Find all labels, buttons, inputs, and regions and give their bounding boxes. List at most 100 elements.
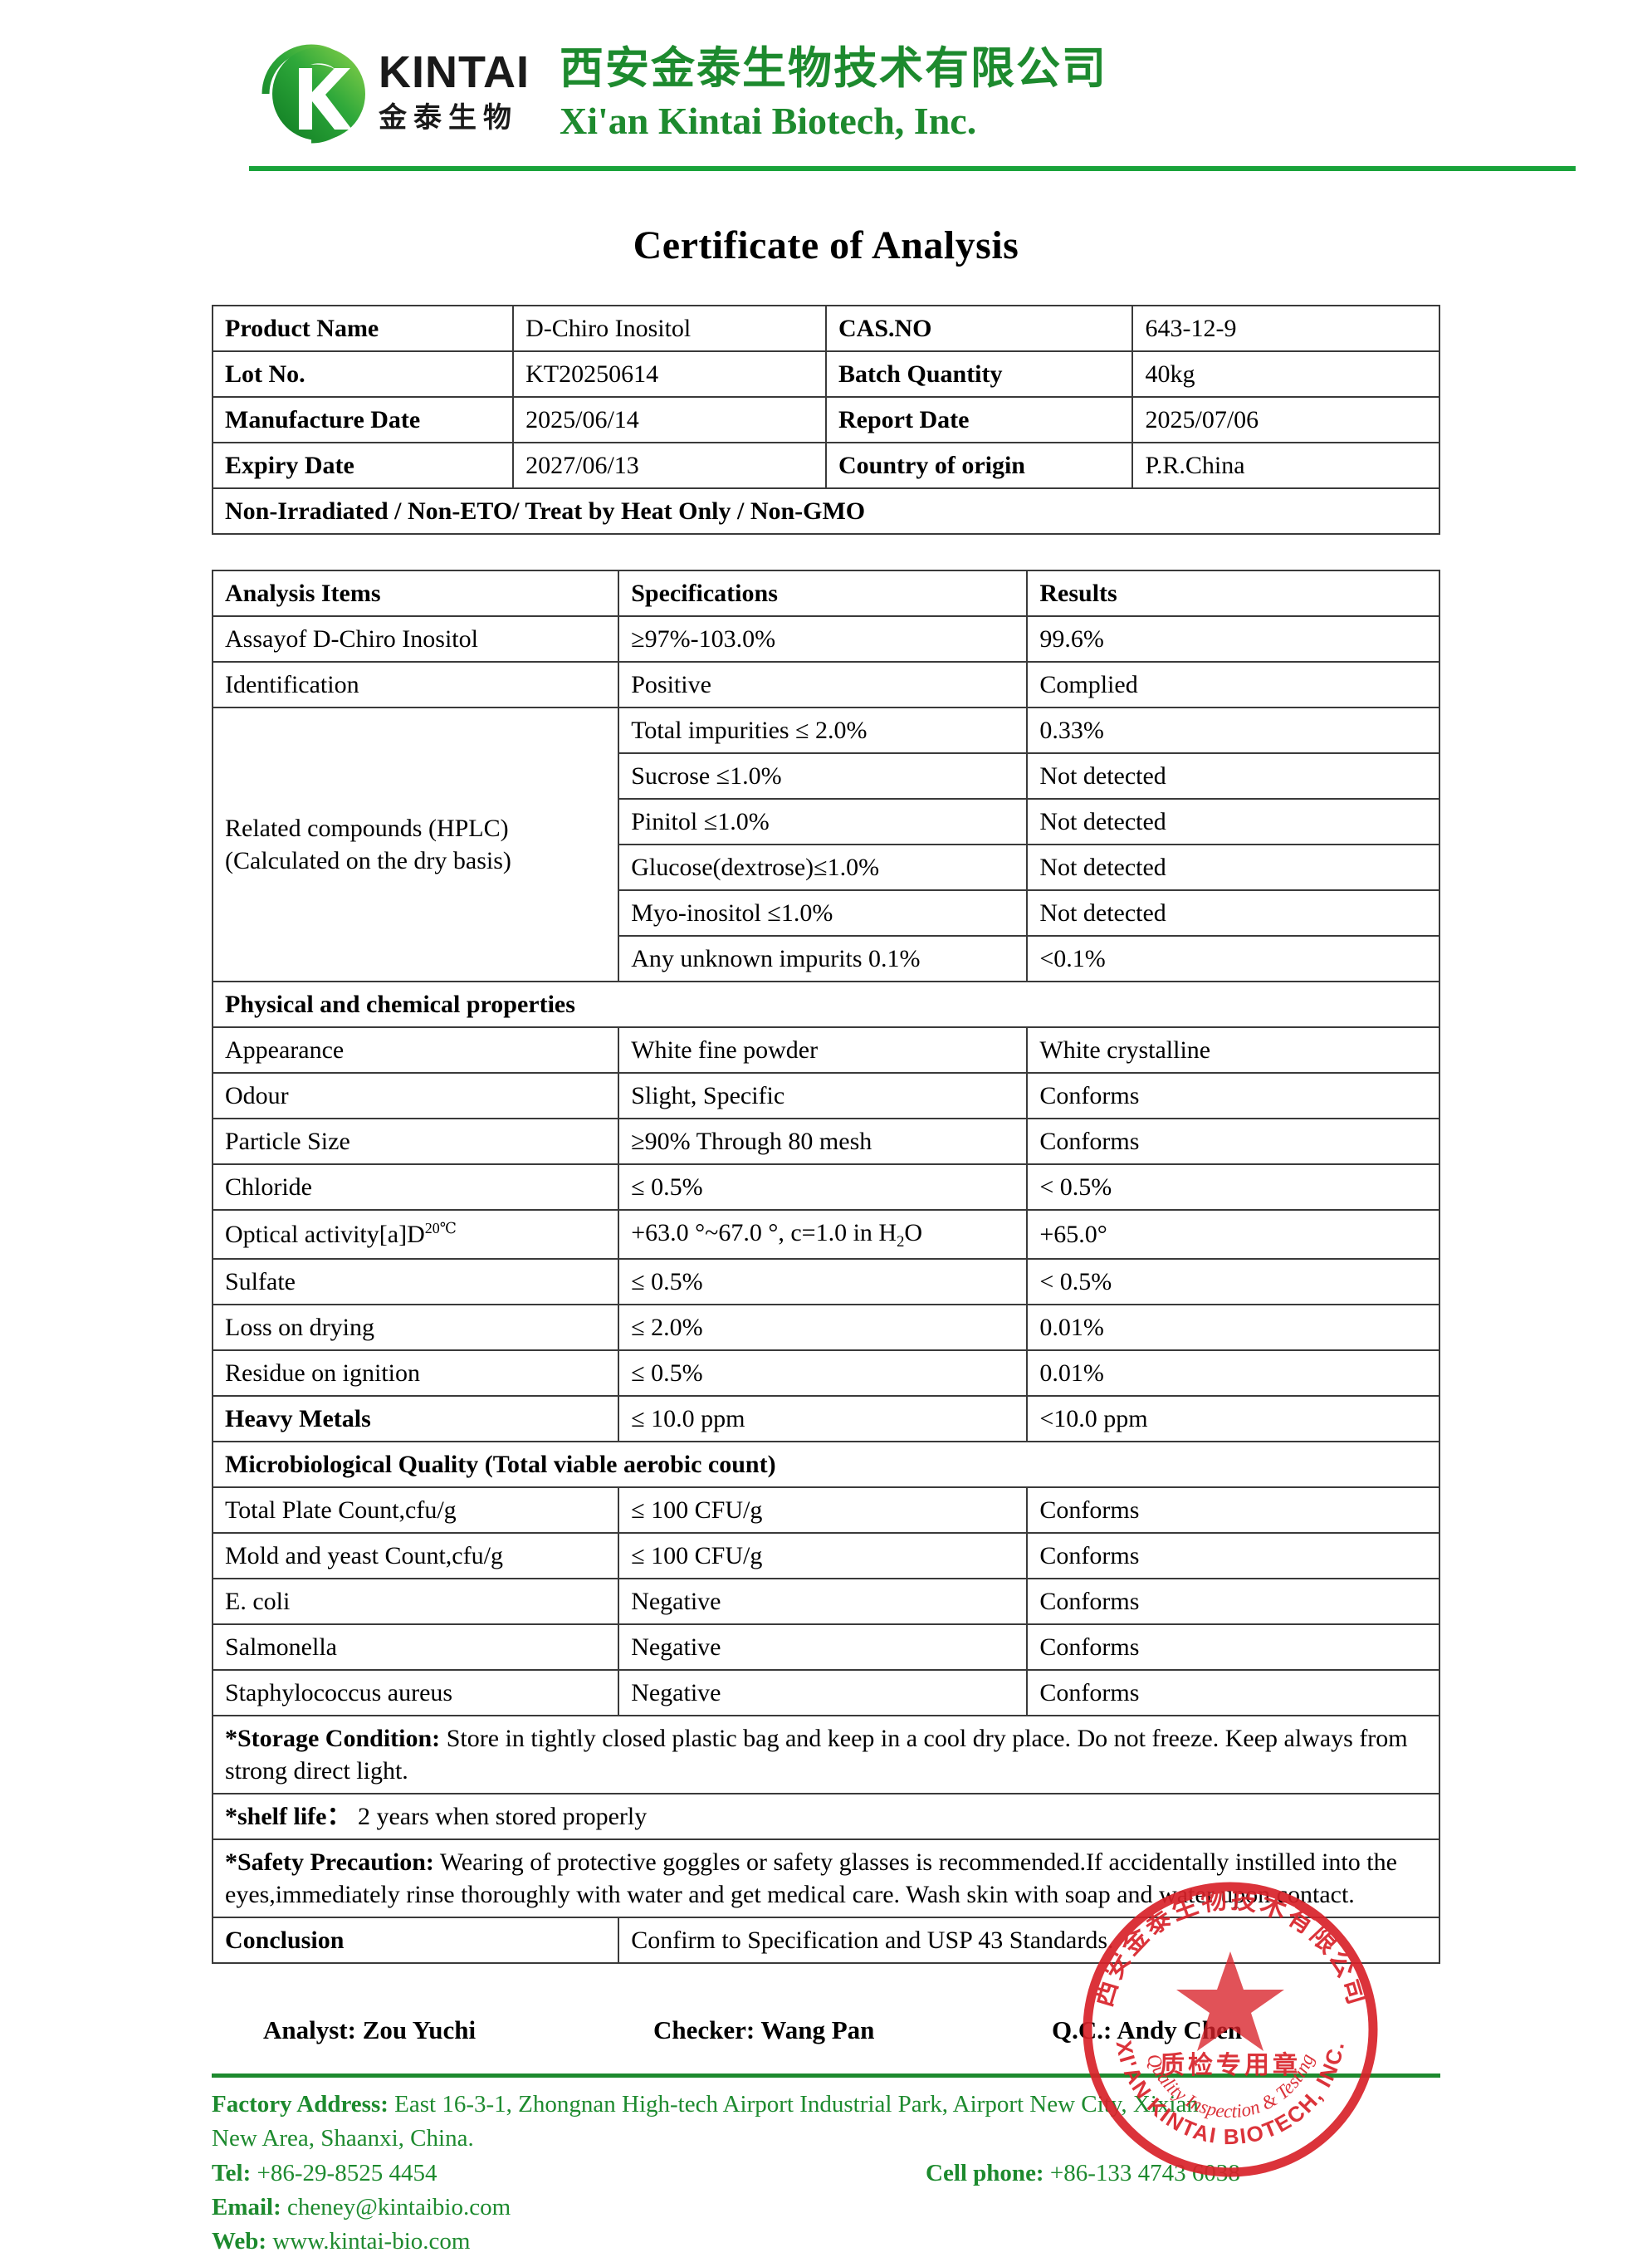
row-spec-staphylococcus-aureus: Negative [618,1669,1029,1717]
row-item-e-coli: E. coli [211,1578,620,1626]
row-spec-loss-on-drying: ≤ 2.0% [618,1304,1029,1352]
footer-email-label: Email: [212,2193,281,2220]
footer-contact-block: Factory Address: East 16-3-1, Zhongnan H… [212,2078,1440,2259]
table-row: Conclusion Confirm to Specification and … [211,1917,1440,1965]
table-row: Identification Positive Complied [211,661,1440,708]
table-row: Assayof D-Chiro Inositol ≥97%-103.0% 99.… [211,615,1440,663]
table-row: Residue on ignition ≤ 0.5% 0.01% [211,1349,1440,1398]
column-header-specifications: Specifications [618,570,1029,617]
row-item-appearance: Appearance [211,1026,620,1074]
info-label-manufacture-date: Manufacture Date [211,396,515,443]
shelf-life-text: 2 years when stored properly [351,1803,648,1831]
row-spec-e-coli: Negative [618,1578,1029,1626]
shelf-life-label: *shelf life： [225,1803,352,1831]
footer-web-value[interactable]: www.kintai-bio.com [266,2227,471,2255]
table-row: *Storage Condition: Store in tightly clo… [212,1715,1440,1795]
kintai-k-logo-icon [249,32,374,156]
row-result-optical-activity: +65.0° [1026,1208,1440,1261]
row-item-salmonella: Salmonella [211,1623,620,1672]
row-spec-residue-on-ignition: ≤ 0.5% [618,1349,1029,1398]
row-spec-unknown-impurities: Any unknown impurits 0.1% [618,935,1029,982]
table-row: Particle Size ≥90% Through 80 mesh Confo… [211,1118,1440,1165]
row-result-total-impurities: 0.33% [1026,707,1440,754]
info-value-batch-quantity: 40kg [1131,350,1440,398]
table-row: Chloride ≤ 0.5% < 0.5% [211,1163,1440,1211]
optical-activity-base: Optical activity[a]D [225,1221,425,1249]
row-result-heavy-metals: <10.0 ppm [1026,1395,1440,1443]
table-row: Salmonella Negative Conforms [211,1623,1440,1672]
column-header-results: Results [1026,570,1440,617]
safety-precaution-cell: *Safety Precaution: Wearing of protectiv… [212,1838,1440,1919]
footer-email: Email: cheney@kintaibio.com [212,2191,1440,2225]
table-row: Mold and yeast Count,cfu/g ≤ 100 CFU/g C… [211,1532,1440,1580]
company-name-en: Xi'an Kintai Biotech, Inc. [559,99,977,142]
footer-cell-value[interactable]: +86-133 4743 6038 [1043,2159,1240,2186]
row-item-assay: Assayof D-Chiro Inositol [211,615,620,663]
info-label-cas-no: CAS.NO [824,305,1134,352]
footer-tel-value[interactable]: +86-29-8525 4454 [251,2159,437,2186]
footer-address-text1: East 16-3-1, Zhongnan High-tech Airport … [388,2091,1199,2118]
info-value-cas-no: 643-12-9 [1131,305,1440,352]
row-result-assay: 99.6% [1026,615,1440,663]
table-row: Sucrose ≤1.0% Not detected [213,752,1440,800]
row-spec-pinitol: Pinitol ≤1.0% [618,798,1029,845]
company-logo: KINTAI 金泰生物 [249,32,530,156]
table-row: Odour Slight, Specific Conforms [211,1072,1440,1119]
row-item-sulfate: Sulfate [211,1258,620,1306]
footer-tel: Tel: +86-29-8525 4454 [212,2157,926,2191]
info-label-country-of-origin: Country of origin [824,442,1134,489]
signature-row: Analyst: Zou Yuchi Checker: Wang Pan Q.C… [212,2004,1440,2057]
footer-address-label: Factory Address: [212,2091,389,2118]
table-row: Product Name D-Chiro Inositol CAS.NO 643… [211,305,1440,352]
row-spec-particle-size: ≥90% Through 80 mesh [618,1118,1029,1165]
row-result-pinitol: Not detected [1026,798,1440,845]
row-result-loss-on-drying: 0.01% [1026,1304,1440,1352]
row-spec-total-plate-count: ≤ 100 CFU/g [618,1486,1029,1535]
table-row: Appearance White fine powder White cryst… [211,1026,1440,1074]
row-item-total-plate-count: Total Plate Count,cfu/g [211,1486,620,1535]
row-spec-total-impurities: Total impurities ≤ 2.0% [618,707,1029,754]
row-item-residue-on-ignition: Residue on ignition [211,1349,620,1398]
info-value-country-of-origin: P.R.China [1131,442,1440,489]
row-spec-odour: Slight, Specific [618,1072,1029,1119]
row-item-odour: Odour [211,1072,620,1119]
logo-text-cn: 金泰生物 [379,101,518,135]
info-value-manufacture-date: 2025/06/14 [512,396,827,443]
row-result-salmonella: Conforms [1026,1623,1440,1672]
footer-address-line1: Factory Address: East 16-3-1, Zhongnan H… [212,2088,1440,2122]
table-header-row: Analysis Items Specifications Results [211,570,1440,617]
row-result-mold-yeast-count: Conforms [1026,1532,1440,1580]
row-spec-assay: ≥97%-103.0% [618,615,1029,663]
footer-phone-row: Tel: +86-29-8525 4454 Cell phone: +86-13… [212,2157,1440,2191]
optical-spec-post: O [904,1219,923,1246]
company-name-block: 西安金泰生物技术有限公司 Xi'an Kintai Biotech, Inc. [559,42,1107,144]
footer-address-line2: New Area, Shaanxi, China. [212,2125,474,2152]
footer-cell-label: Cell phone: [926,2159,1044,2186]
row-result-chloride: < 0.5% [1026,1163,1440,1211]
row-result-appearance: White crystalline [1026,1026,1440,1074]
related-compounds-line1: Related compounds (HPLC) [225,815,509,842]
row-result-staphylococcus-aureus: Conforms [1026,1669,1440,1717]
row-result-myo-inositol: Not detected [1026,889,1440,937]
safety-precaution-label: *Safety Precaution: [225,1848,434,1877]
footer-divider [212,2074,1440,2078]
table-row: Total Plate Count,cfu/g ≤ 100 CFU/g Conf… [211,1486,1440,1535]
info-value-product-name: D-Chiro Inositol [512,305,827,352]
row-item-chloride: Chloride [211,1163,620,1211]
row-spec-mold-yeast-count: ≤ 100 CFU/g [618,1532,1029,1580]
product-info-table: Product Name D-Chiro Inositol CAS.NO 643… [211,305,1440,535]
table-row: E. coli Negative Conforms [211,1578,1440,1626]
row-spec-myo-inositol: Myo-inositol ≤1.0% [618,889,1029,937]
row-result-odour: Conforms [1026,1072,1440,1119]
row-item-mold-yeast-count: Mold and yeast Count,cfu/g [211,1532,620,1580]
signature-checker: Checker: Wang Pan [653,2015,875,2045]
company-name-cn: 西安金泰生物技术有限公司 [559,42,1107,94]
info-value-expiry-date: 2027/06/13 [512,442,827,489]
row-spec-glucose: Glucose(dextrose)≤1.0% [618,844,1029,891]
row-item-optical-activity: Optical activity[a]D20℃ [211,1208,620,1261]
row-spec-optical-activity: +63.0 °~67.0 °, c=1.0 in H2O [618,1208,1029,1261]
row-result-particle-size: Conforms [1026,1118,1440,1165]
table-row: Related compounds (HPLC) (Calculated on … [211,707,1440,982]
footer-email-value[interactable]: cheney@kintaibio.com [281,2193,511,2220]
